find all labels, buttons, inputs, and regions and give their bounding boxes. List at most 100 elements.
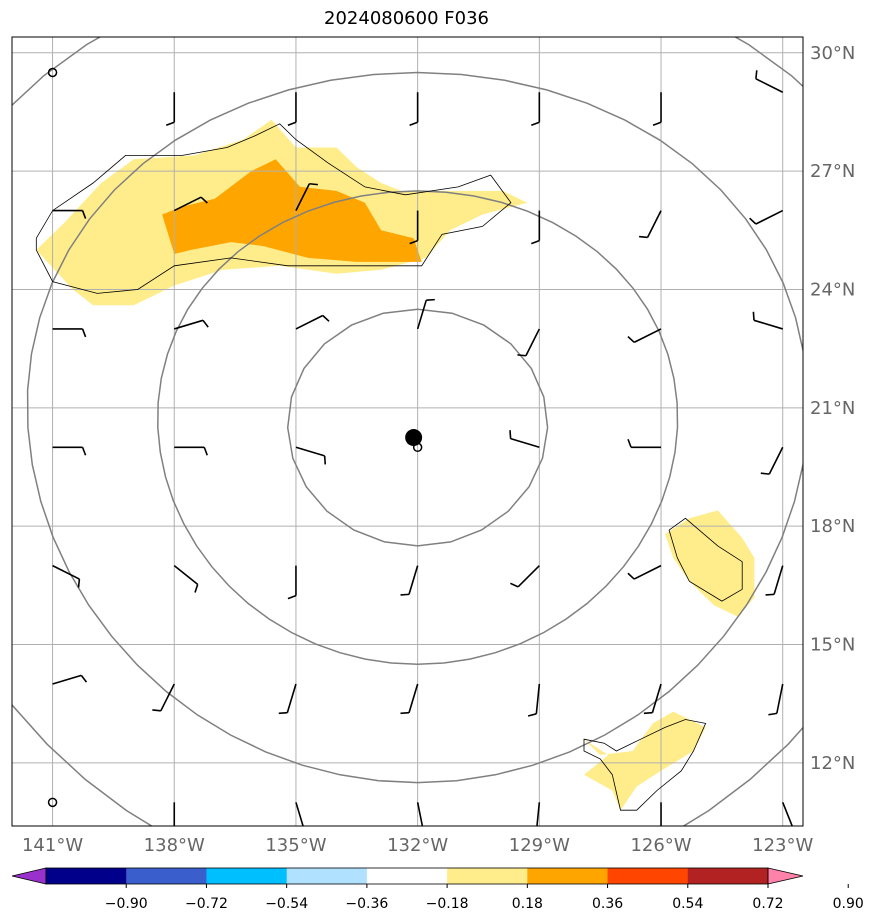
- wind-barb-shaft: [52, 674, 82, 685]
- wind-barb-flag: [760, 472, 770, 475]
- lat-tick-label: 15°N: [810, 635, 855, 656]
- contour-line-0: [35, 123, 512, 294]
- lon-tick-label: 138°W: [144, 835, 205, 856]
- wind-barb-shaft: [295, 802, 304, 826]
- wind-barb-flag: [80, 674, 88, 683]
- lat-tick-label: 30°N: [810, 43, 855, 64]
- map-frame: [11, 36, 804, 827]
- wind-barb-flag: [81, 210, 87, 219]
- storm-center-marker: [405, 429, 423, 447]
- wind-barb-shaft: [416, 802, 424, 826]
- wind-barb-shaft: [173, 196, 202, 212]
- wind-barb-flag: [323, 455, 327, 465]
- wind-barb-shaft: [173, 565, 199, 585]
- graticule-grid: [12, 37, 803, 826]
- wind-barb-flag: [194, 584, 199, 593]
- lat-tick-label: 27°N: [810, 161, 855, 182]
- wind-barb-shaft: [517, 565, 540, 588]
- wind-barb-flag: [749, 217, 757, 225]
- wind-barb-flag: [768, 712, 777, 716]
- wind-barb-shaft: [408, 683, 419, 713]
- wind-barb-flag: [531, 239, 540, 245]
- storm-center-dot: [405, 429, 423, 447]
- map-title: 2024080600 F036: [324, 8, 489, 29]
- wind-barb-flag: [652, 121, 662, 126]
- colorbar-tick-label: −0.90: [105, 896, 148, 912]
- wind-barb-flag: [510, 582, 519, 588]
- colorbar-tick-label: 0.54: [672, 896, 703, 912]
- contour-line-2: [583, 719, 707, 811]
- range-ring-3: [286, 308, 549, 547]
- range-rings: [12, 37, 803, 826]
- wind-barb-flag: [643, 711, 653, 715]
- colorbar-box: [126, 868, 207, 884]
- wind-barb-shaft: [776, 683, 784, 714]
- colorbar-box: [447, 868, 528, 884]
- wind-barb-shaft: [536, 802, 541, 826]
- wind-barb-shaft: [633, 328, 662, 344]
- colorbar-box: [687, 868, 769, 884]
- fill-east-2: [665, 510, 755, 617]
- colorbar-tick-label: −0.18: [426, 896, 469, 912]
- colorbar-box: [286, 868, 368, 884]
- colorbar-tick-label: −0.36: [345, 896, 388, 912]
- wind-barb-flag: [752, 311, 755, 321]
- colorbar-extend-high: [767, 867, 804, 885]
- wind-barb-flag: [527, 713, 537, 717]
- colorbar-tick-label: 0.36: [592, 896, 623, 912]
- shaded-fill-layer: [36, 119, 755, 811]
- wind-barb-flag: [287, 594, 297, 600]
- wind-barb-flag: [639, 235, 648, 239]
- wind-barb-shaft: [52, 564, 80, 580]
- wind-barb-shaft: [286, 683, 297, 713]
- wind-barb-shaft: [525, 328, 541, 357]
- range-ring-6: [157, 190, 679, 666]
- contour-line-1: [668, 517, 743, 602]
- lon-tick-label: 126°W: [630, 835, 691, 856]
- calm-wind-circle: [47, 67, 58, 78]
- lat-tick-label: 18°N: [810, 516, 855, 537]
- range-ring-12: [12, 37, 803, 826]
- wind-barb-flag: [77, 578, 81, 588]
- wind-barb-flag: [755, 70, 758, 79]
- wind-barb-flag: [309, 182, 318, 186]
- wind-barb-shaft: [646, 210, 662, 238]
- range-ring-9: [26, 71, 803, 784]
- colorbar-tick-label: −0.72: [185, 896, 228, 912]
- wind-barb-flag: [627, 572, 635, 580]
- wind-barb-shaft: [768, 446, 784, 475]
- wind-barb-shaft: [755, 78, 784, 93]
- wind-barb-flag: [152, 709, 161, 712]
- wind-barb-flag: [517, 354, 527, 357]
- lon-tick-label: 123°W: [752, 835, 813, 856]
- wind-barb-shaft: [755, 209, 784, 225]
- colorbar-tick-label: 0.72: [752, 896, 783, 912]
- wind-barb-flag: [400, 711, 410, 715]
- wind-barb-flag: [165, 121, 175, 126]
- wind-barb-shaft: [535, 683, 541, 714]
- lon-tick-label: 132°W: [387, 835, 448, 856]
- wind-barb-flag: [278, 711, 288, 715]
- colorbar-tick-label: −0.54: [265, 896, 308, 912]
- longitude-tick-labels: 141°W 138°W 135°W 132°W 129°W 126°W 123°W: [22, 835, 814, 856]
- wind-barb-shaft: [174, 319, 204, 330]
- fill-north-1: [162, 159, 422, 262]
- colorbar-box: [527, 868, 609, 884]
- lon-tick-label: 141°W: [22, 835, 83, 856]
- lon-tick-label: 129°W: [509, 835, 570, 856]
- contour-lines: [35, 123, 743, 811]
- wind-barb-shaft: [295, 446, 325, 457]
- wind-barb-shaft: [651, 683, 662, 713]
- lat-tick-label: 12°N: [810, 753, 855, 774]
- wind-barb-shaft: [753, 319, 783, 330]
- colorbar-tick-label: 0.90: [833, 896, 864, 912]
- wind-barb-flag: [203, 446, 209, 456]
- wind-barb-flag: [81, 328, 87, 338]
- wind-barb-flag: [202, 319, 209, 328]
- colorbar-box: [206, 868, 288, 884]
- wind-barb-shaft: [408, 565, 419, 595]
- wind-barb-flag: [426, 298, 435, 301]
- colorbar-box: [607, 868, 689, 884]
- colorbar-tick-label: 0.18: [512, 896, 543, 912]
